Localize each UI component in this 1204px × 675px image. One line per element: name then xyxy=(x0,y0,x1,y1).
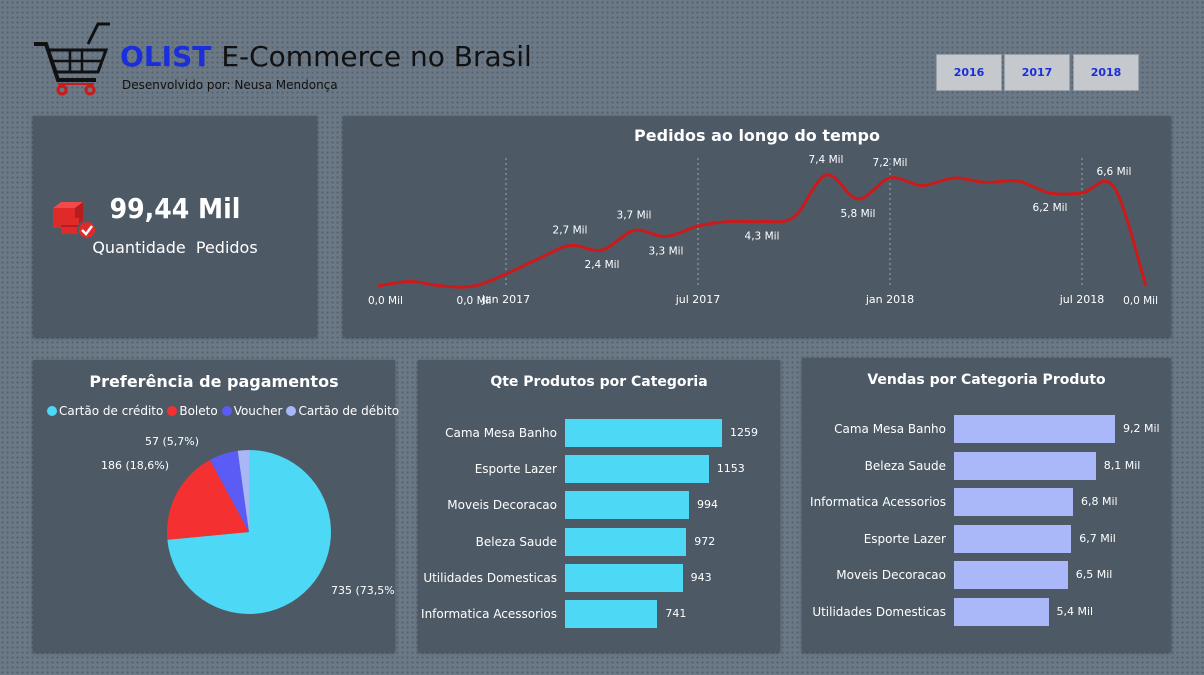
legend-label: Cartão de débito xyxy=(298,404,400,418)
x-tick-label: jul 2017 xyxy=(675,293,721,306)
bar[interactable] xyxy=(565,600,658,628)
bar-category-label: Moveis Decoracao xyxy=(836,568,946,583)
bar[interactable] xyxy=(565,527,687,556)
legend-dot xyxy=(286,406,297,416)
pie-slice-boleto[interactable] xyxy=(167,459,249,540)
orders-over-time-panel: Pedidos ao longo do tempo jan 2017 jul 20… xyxy=(343,116,1171,337)
point-data-label: 2,7 Mil xyxy=(553,225,588,237)
bar-category-label: Beleza Saude xyxy=(864,458,946,473)
bar-value-label: 6,5 Mil xyxy=(1075,568,1113,582)
legend-label: Cartão de crédito xyxy=(59,404,164,418)
year-filter-2017[interactable]: 2017 xyxy=(1004,54,1070,91)
bar-value-label: 994 xyxy=(696,498,718,512)
legend-dot xyxy=(47,406,57,416)
legend-item-boleto[interactable]: Boleto xyxy=(167,404,218,418)
legend-item-debit-card[interactable]: Cartão de débito xyxy=(286,404,399,418)
point-data-label: 6,2 Mil xyxy=(1033,202,1068,214)
point-data-label: 0,0 Mil xyxy=(457,295,492,307)
bar-value-label: 972 xyxy=(694,534,716,548)
bar-category-label: Utilidades Domesticas xyxy=(423,570,557,585)
legend-dot xyxy=(167,406,178,416)
bar-category-label: Beleza Saude xyxy=(475,534,557,549)
bar-value-label: 1153 xyxy=(716,462,745,476)
legend-label: Voucher xyxy=(233,404,283,418)
point-data-label: 4,3 Mil xyxy=(745,231,780,243)
bar[interactable] xyxy=(565,455,709,484)
point-data-label: 0,0 Mil xyxy=(368,295,403,307)
sales-chart-title: Vendas por Categoria Produto xyxy=(867,372,1106,388)
x-tick-label: jul 2018 xyxy=(1059,293,1105,306)
bar[interactable] xyxy=(954,415,1115,443)
bar[interactable] xyxy=(954,561,1068,590)
bar-value-label: 1259 xyxy=(730,426,758,439)
dashboard-title: E-Commerce no Brasil xyxy=(221,40,532,73)
bar[interactable] xyxy=(954,451,1096,480)
bar[interactable] xyxy=(565,491,689,520)
pie-data-label: 186 (18,6%) xyxy=(101,459,169,472)
year-filter-2018[interactable]: 2018 xyxy=(1073,54,1139,91)
point-data-label: 3,3 Mil xyxy=(649,246,684,258)
bar[interactable] xyxy=(954,488,1073,517)
qty-by-category-panel: Qte Produtos por Categoria Cama Mesa Ban… xyxy=(418,360,780,652)
bar-category-label: Utilidades Domesticas xyxy=(812,605,946,619)
point-data-label: 3,7 Mil xyxy=(617,210,652,222)
page-title: OLIST E-Commerce no Brasil xyxy=(120,40,532,74)
brand-name: OLIST xyxy=(120,40,212,73)
pie-slice-debit-card[interactable] xyxy=(237,450,249,532)
bar-category-label: Moveis Decoracao xyxy=(447,498,557,513)
payment-preference-panel: Preferência de pagamentos Cartão de créd… xyxy=(33,360,399,652)
series-line-orders[interactable] xyxy=(377,173,1148,289)
author-subtitle: Desenvolvido por: Neusa Mendonça xyxy=(122,78,338,92)
point-data-label: 7,4 Mil xyxy=(809,154,844,166)
bar-category-label: Cama Mesa Banho xyxy=(834,422,946,436)
point-data-label: 6,6 Mil xyxy=(1097,166,1132,178)
legend-label: Boleto xyxy=(179,404,218,418)
bar-value-label: 8,1 Mil xyxy=(1103,458,1141,472)
bar-value-label: 741 xyxy=(665,607,687,620)
point-data-label: 7,2 Mil xyxy=(873,157,908,169)
pie-legend: Cartão de crédito Boleto Voucher Cartão … xyxy=(47,404,399,418)
bar[interactable] xyxy=(954,598,1049,626)
bar-value-label: 9,2 Mil xyxy=(1123,422,1160,435)
pie-chart: 735 (73,5%) 186 (18,6%) 57 (5,7%) xyxy=(101,435,395,614)
x-tick-label: jan 2018 xyxy=(865,293,914,306)
line-chart-title: Pedidos ao longo do tempo xyxy=(634,126,880,145)
bar-category-label: Cama Mesa Banho xyxy=(445,426,557,440)
bar-category-label: Esporte Lazer xyxy=(863,531,946,546)
bar-category-label: Informatica Acessorios xyxy=(421,607,557,621)
legend-dot xyxy=(221,406,232,416)
shopping-cart-icon xyxy=(34,22,110,96)
kpi-label: Quantidade Pedidos xyxy=(92,238,258,257)
bar[interactable] xyxy=(565,563,683,592)
qty-chart-title: Qte Produtos por Categoria xyxy=(490,374,708,390)
bar-value-label: 6,8 Mil xyxy=(1081,495,1118,509)
bar-value-label: 6,7 Mil xyxy=(1079,531,1116,545)
bar-value-label: 943 xyxy=(690,570,712,584)
x-tick-label: jan 2017 xyxy=(481,293,530,306)
pie-slice-voucher[interactable] xyxy=(209,450,249,532)
bar[interactable] xyxy=(565,419,722,447)
kpi-card: 99,44 Mil Quantidade Pedidos xyxy=(33,116,317,337)
pie-data-label: 57 (5,7%) xyxy=(145,435,199,448)
point-data-label: 5,8 Mil xyxy=(841,208,876,220)
point-data-label: 0,0 Mil xyxy=(1123,295,1158,307)
legend-item-voucher[interactable]: Voucher xyxy=(221,404,283,418)
pie-chart-title: Preferência de pagamentos xyxy=(89,372,339,391)
pie-data-label: 735 (73,5%) xyxy=(331,584,395,597)
kpi-value: 99,44 Mil xyxy=(109,192,241,225)
point-data-label: 2,4 Mil xyxy=(585,259,620,271)
line-chart: jan 2017 jul 2017 jan 2018 jul 2018 0,0 Mil 0… xyxy=(368,154,1158,307)
boxes-check-icon xyxy=(53,202,97,240)
legend-item-credit-card[interactable]: Cartão de crédito xyxy=(47,404,163,418)
sales-by-category-panel: Vendas por Categoria Produto Cama Mesa B… xyxy=(802,358,1171,652)
pie-slice-credit-card[interactable] xyxy=(167,450,331,614)
bar[interactable] xyxy=(954,524,1072,553)
bar-category-label: Esporte Lazer xyxy=(474,462,557,477)
year-filter-2016[interactable]: 2016 xyxy=(936,54,1002,91)
bar-value-label: 5,4 Mil xyxy=(1056,605,1094,618)
bar-category-label: Informatica Acessorios xyxy=(810,495,946,510)
